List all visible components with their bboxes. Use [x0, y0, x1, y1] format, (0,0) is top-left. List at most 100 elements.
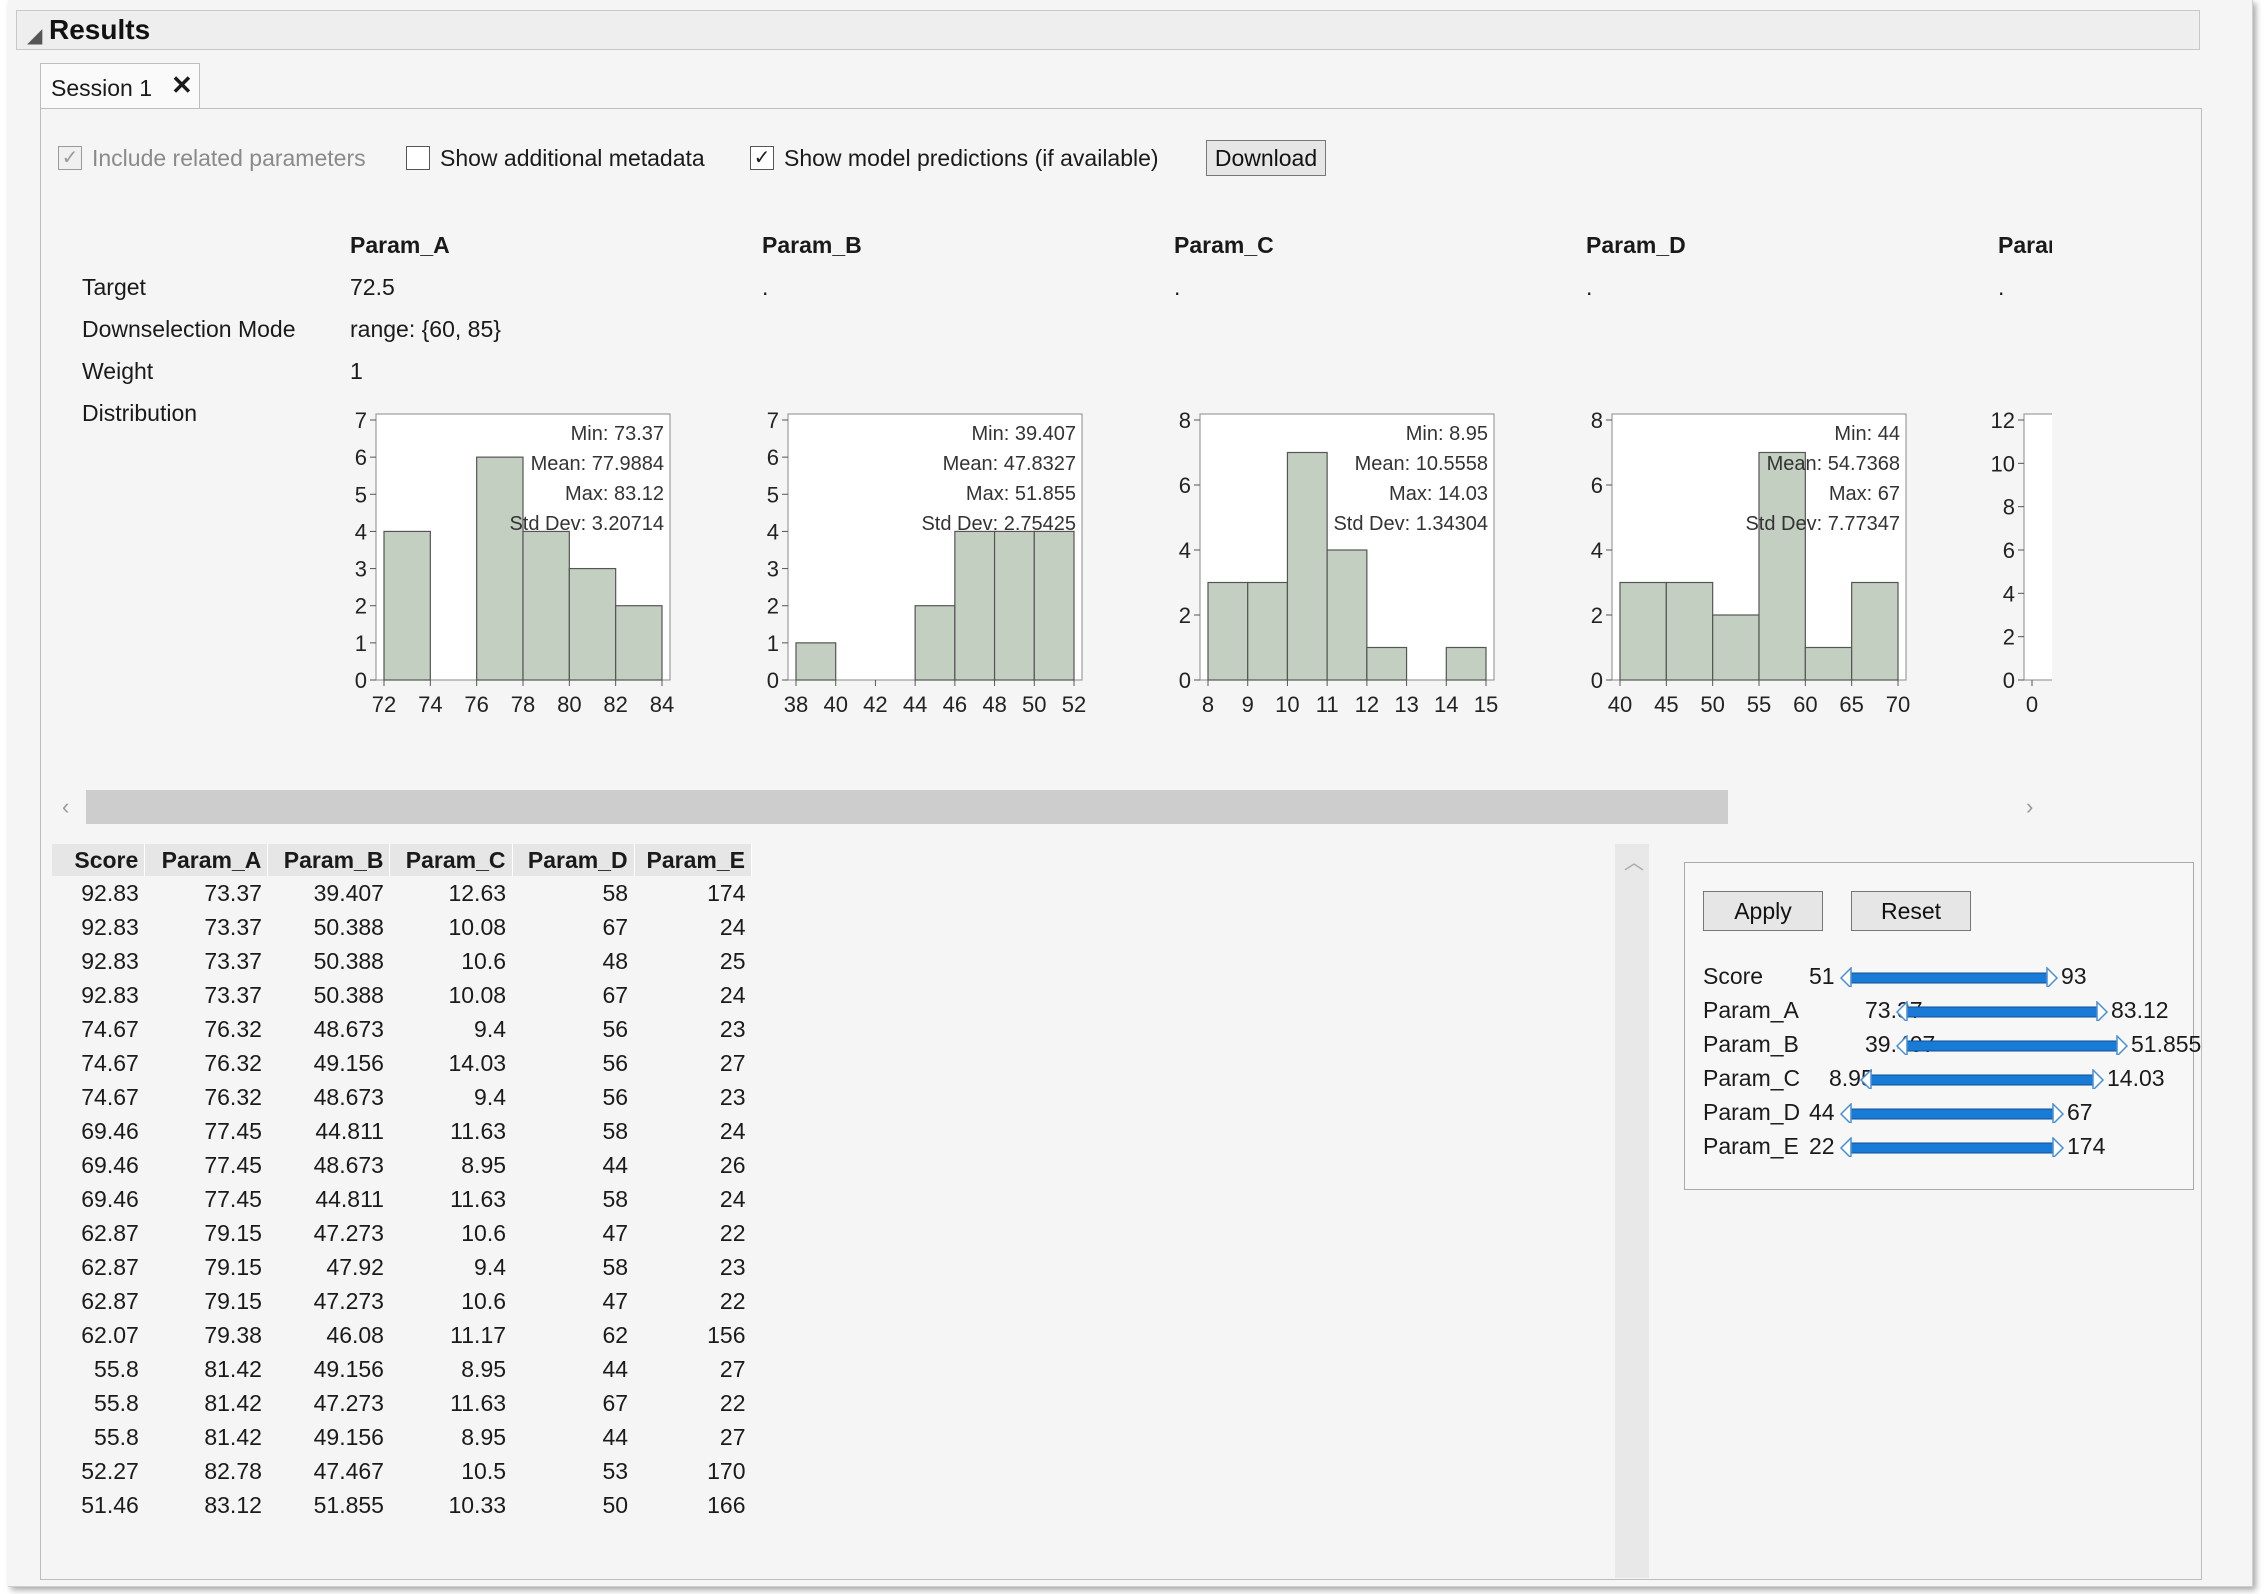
column-header[interactable]: Score [52, 844, 146, 876]
slider-max-handle-icon[interactable] [2046, 967, 2059, 987]
table-row[interactable]: 92.83 73.37 50.388 10.6 48 25 [52, 944, 752, 978]
slider-max-handle-icon[interactable] [2052, 1103, 2065, 1123]
apply-button[interactable]: Apply [1703, 891, 1823, 931]
slider-track[interactable] [1850, 1142, 2054, 1154]
range-filter-label: Param_D [1703, 1099, 1801, 1125]
x-tick-label: 74 [418, 692, 442, 717]
table-row[interactable]: 62.87 79.15 47.273 10.6 47 22 [52, 1216, 752, 1250]
results-header[interactable]: ◢ Results [16, 10, 2200, 50]
table-row[interactable]: 92.83 73.37 39.407 12.63 58 174 [52, 876, 752, 910]
row-label-weight: Weight [82, 358, 154, 384]
range-max-value: 93 [2061, 963, 2087, 989]
slider-track[interactable] [1906, 1040, 2118, 1052]
slider-max-handle-icon[interactable] [2092, 1069, 2105, 1089]
download-button[interactable]: Download [1206, 140, 1326, 176]
table-cell: 58 [602, 1185, 629, 1212]
y-tick-label: 6 [767, 445, 779, 470]
summary-stat: Min: 44 [1834, 423, 1900, 445]
column-header[interactable]: Param_E [634, 844, 753, 876]
slider-min-handle-icon[interactable] [1839, 1137, 1852, 1157]
param-header-c: Param_C [1174, 232, 1274, 258]
tab-session-1[interactable]: Session 1 ✕ [40, 63, 200, 111]
scroll-up-arrow-icon[interactable]: ︿ [1624, 852, 1644, 874]
table-cell: 11.17 [450, 1321, 507, 1348]
summary-stat: Min: 8.95 [1406, 423, 1488, 445]
y-tick-label: 6 [2003, 538, 2015, 563]
scroll-right-arrow-icon[interactable]: › [2026, 794, 2034, 819]
table-row[interactable]: 74.67 76.32 48.673 9.4 56 23 [52, 1080, 752, 1114]
table-row[interactable]: 62.07 79.38 46.08 11.17 62 156 [52, 1318, 752, 1352]
slider-track[interactable] [1870, 1074, 2094, 1086]
x-tick-label: 42 [863, 692, 887, 717]
table-row[interactable]: 92.83 73.37 50.388 10.08 67 24 [52, 910, 752, 944]
y-tick-label: 7 [767, 408, 779, 433]
reset-button[interactable]: Reset [1851, 891, 1971, 931]
slider-max-handle-icon[interactable] [2116, 1035, 2129, 1055]
histogram-bar [914, 605, 956, 681]
range-slider[interactable] [1859, 1069, 2105, 1089]
scrollbar-thumb[interactable] [86, 790, 1728, 824]
range-max-value: 51.855 [2131, 1031, 2202, 1057]
scroll-left-arrow-icon[interactable]: ‹ [62, 794, 70, 819]
table-cell: 74.67 [81, 1049, 139, 1076]
slider-track[interactable] [1906, 1006, 2098, 1018]
column-header[interactable]: Param_C [389, 844, 513, 876]
slider-min-handle-icon[interactable] [1859, 1069, 1872, 1089]
summary-stat: Max: 67 [1829, 483, 1900, 505]
table-cell: 49.156 [313, 1423, 384, 1450]
table-row[interactable]: 69.46 77.45 44.811 11.63 58 24 [52, 1114, 752, 1148]
histogram-param-c: 0 2 4 6 8 8 9 10 11 12 13 14 15 Min: 8.95 Mean: 10.555… [1164, 400, 1504, 730]
slider-min-handle-icon[interactable] [1839, 1103, 1852, 1123]
show-metadata-checkbox[interactable]: Show additional metadata [406, 144, 705, 172]
collapse-triangle-icon[interactable]: ◢ [27, 25, 43, 47]
table-cell: 56 [602, 1049, 629, 1076]
table-row[interactable]: 69.46 77.45 48.673 8.95 44 26 [52, 1148, 752, 1182]
include-related-checkbox[interactable]: ✓ Include related parameters [58, 144, 366, 172]
table-row[interactable]: 55.8 81.42 49.156 8.95 44 27 [52, 1420, 752, 1454]
table-row[interactable]: 55.8 81.42 47.273 11.63 67 22 [52, 1386, 752, 1420]
range-min-value: 22 [1809, 1133, 1835, 1159]
table-cell: 23 [719, 1253, 746, 1280]
slider-min-handle-icon[interactable] [1895, 1001, 1908, 1021]
table-row[interactable]: 74.67 76.32 48.673 9.4 56 23 [52, 1012, 752, 1046]
table-row[interactable]: 69.46 77.45 44.811 11.63 58 24 [52, 1182, 752, 1216]
show-predictions-checkbox[interactable]: ✓ Show model predictions (if available) [750, 144, 1159, 172]
table-cell: 9.4 [474, 1015, 507, 1042]
table-cell: 47.273 [313, 1287, 384, 1314]
slider-max-handle-icon[interactable] [2096, 1001, 2109, 1021]
slider-max-handle-icon[interactable] [2052, 1137, 2065, 1157]
close-icon[interactable]: ✕ [171, 70, 193, 100]
table-row[interactable]: 62.87 79.15 47.273 10.6 47 22 [52, 1284, 752, 1318]
table-cell: 8.95 [461, 1355, 507, 1382]
table-row[interactable]: 62.87 79.15 47.92 9.4 58 23 [52, 1250, 752, 1284]
table-row[interactable]: 52.27 82.78 47.467 10.5 53 170 [52, 1454, 752, 1488]
table-cell: 23 [719, 1083, 746, 1110]
table-row[interactable]: 51.46 83.12 51.855 10.33 50 166 [52, 1488, 752, 1522]
horizontal-scrollbar[interactable]: ‹ › [56, 790, 2048, 824]
column-header[interactable]: Param_A [144, 844, 269, 876]
column-header[interactable]: Param_B [267, 844, 391, 876]
table-row[interactable]: 92.83 73.37 50.388 10.08 67 24 [52, 978, 752, 1012]
range-slider[interactable] [1839, 967, 2059, 987]
x-tick-label: 55 [1747, 692, 1771, 717]
slider-track[interactable] [1850, 1108, 2054, 1120]
summary-stat: Std Dev: 1.34304 [1333, 513, 1488, 535]
table-cell: 50.388 [313, 981, 384, 1008]
table-cell: 58 [602, 879, 629, 906]
table-row[interactable]: 74.67 76.32 49.156 14.03 56 27 [52, 1046, 752, 1080]
table-cell: 10.08 [448, 913, 507, 940]
slider-min-handle-icon[interactable] [1839, 967, 1852, 987]
slider-min-handle-icon[interactable] [1895, 1035, 1908, 1055]
vertical-scrollbar[interactable]: ︿ [1615, 844, 1649, 1578]
range-slider[interactable] [1839, 1103, 2065, 1123]
range-filter-label: Param_C [1703, 1065, 1801, 1091]
table-row[interactable]: 55.8 81.42 49.156 8.95 44 27 [52, 1352, 752, 1386]
column-header[interactable]: Param_D [512, 844, 635, 876]
slider-track[interactable] [1850, 972, 2048, 984]
range-slider[interactable] [1895, 1035, 2129, 1055]
table-cell: 81.42 [204, 1355, 262, 1382]
range-slider[interactable] [1895, 1001, 2109, 1021]
table-cell: 92.83 [81, 947, 139, 974]
range-slider[interactable] [1839, 1137, 2065, 1157]
results-table: Score Param_A Param_B Param_C Param_D Param_E… [52, 844, 753, 1522]
